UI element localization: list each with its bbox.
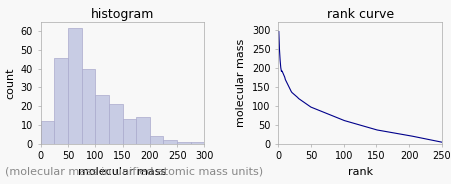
Y-axis label: molecular mass: molecular mass — [236, 39, 246, 127]
Bar — [136, 117, 150, 144]
Bar — [54, 58, 68, 144]
Bar — [82, 69, 95, 144]
X-axis label: molecular mass: molecular mass — [78, 167, 166, 177]
Bar — [109, 104, 123, 144]
Bar — [41, 121, 54, 144]
Bar — [163, 140, 177, 144]
Y-axis label: count: count — [5, 67, 15, 99]
Title: rank curve: rank curve — [327, 8, 394, 21]
Bar — [95, 95, 109, 144]
Bar — [191, 142, 204, 144]
Bar — [123, 119, 136, 144]
Title: histogram: histogram — [91, 8, 154, 21]
X-axis label: rank: rank — [348, 167, 373, 177]
Bar — [150, 136, 163, 144]
Bar — [68, 28, 82, 144]
Bar — [177, 142, 191, 144]
Text: (molecular mass in unified atomic mass units): (molecular mass in unified atomic mass u… — [5, 167, 262, 177]
